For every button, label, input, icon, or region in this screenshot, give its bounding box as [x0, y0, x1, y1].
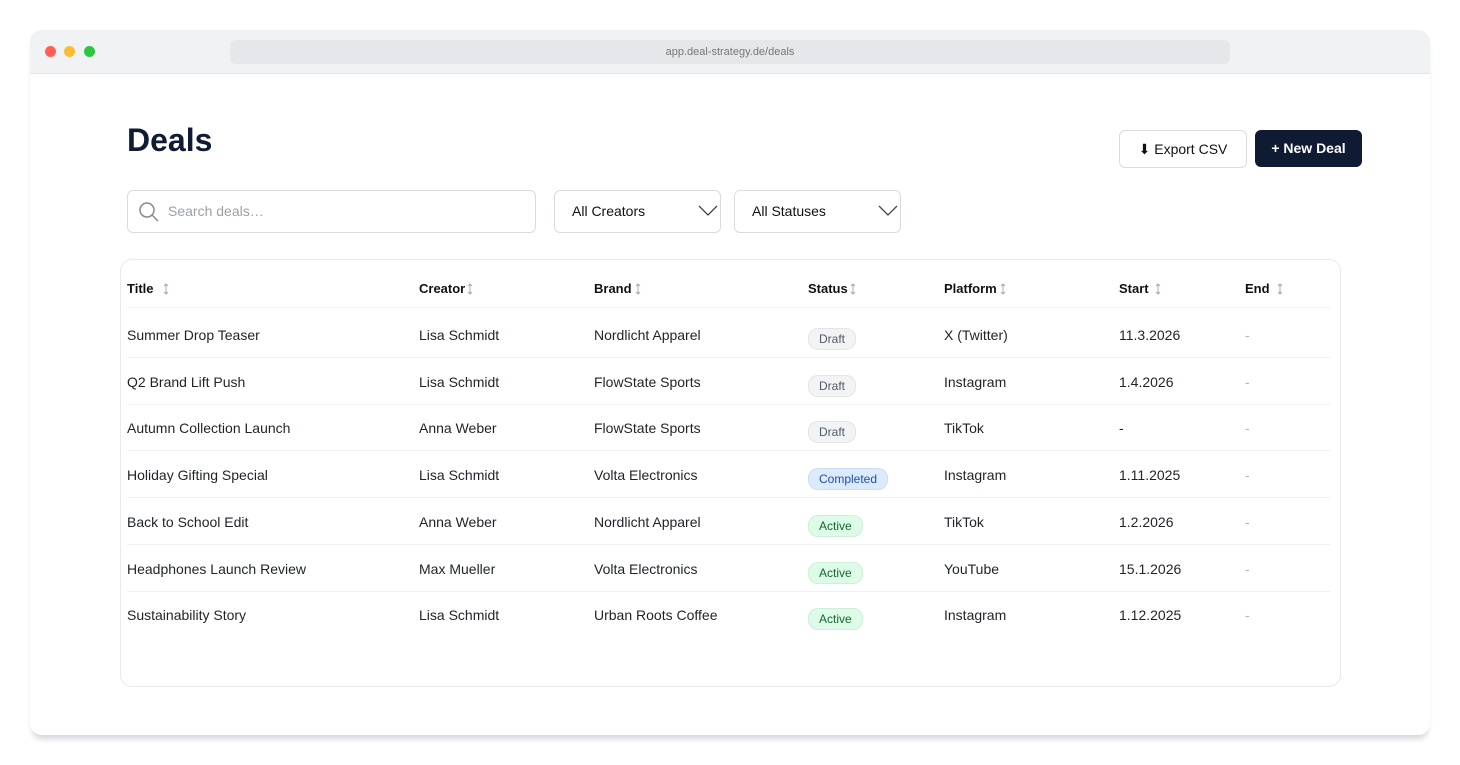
table-cell: FlowState Sports — [594, 373, 701, 390]
table-cell: Lisa Schmidt — [419, 607, 500, 624]
maximize-dot[interactable] — [84, 46, 95, 57]
sort-icon[interactable] — [467, 283, 473, 295]
sort-icon[interactable] — [163, 283, 169, 295]
table-cell: Headphones Launch Review — [127, 560, 307, 577]
table-cell: Sustainability Story — [127, 607, 247, 624]
row-divider — [127, 497, 1330, 499]
table-cell: Autumn Collection Launch — [127, 420, 291, 437]
table-cell: - — [1245, 420, 1250, 437]
table-cell: X (Twitter) — [944, 327, 1008, 343]
select-label: All Creators — [572, 203, 646, 219]
table-cell: Volta Electronics — [594, 467, 698, 484]
table-cell: - — [1245, 327, 1250, 343]
column-header[interactable]: Platform — [944, 281, 997, 296]
status-badge: Draft — [808, 328, 857, 350]
creator-select[interactable]: All Creators — [554, 190, 721, 233]
status-badge: Draft — [808, 374, 857, 397]
status-badge: Active — [808, 561, 863, 584]
table-cell: FlowState Sports — [594, 420, 701, 437]
table-cell: Summer Drop Teaser — [127, 327, 260, 343]
browser-bar: app.deal-strategy.de/deals — [30, 30, 1430, 74]
row-divider — [127, 307, 1330, 308]
browser-window: app.deal-strategy.de/deals Deals ⬇ Expor… — [30, 30, 1430, 735]
page-title: Deals — [127, 122, 213, 158]
table-cell: Nordlicht Apparel — [594, 513, 701, 530]
table-cell: Instagram — [944, 607, 1007, 624]
table-cell: Anna Weber — [419, 420, 497, 437]
row-divider — [127, 543, 1330, 545]
table-cell: - — [1245, 373, 1250, 390]
row-divider — [127, 403, 1330, 405]
search-icon — [139, 202, 159, 222]
chevron — [698, 205, 718, 216]
status-badge: Active — [808, 514, 863, 537]
row-divider — [127, 590, 1330, 592]
table-cell: - — [1245, 467, 1250, 484]
column-header[interactable]: Status — [808, 281, 848, 296]
table-cell: Lisa Schmidt — [419, 467, 500, 484]
status-select[interactable]: All Statuses — [734, 190, 901, 233]
table-cell: Back to School Edit — [127, 513, 249, 530]
table-cell: Holiday Gifting Special — [127, 467, 268, 484]
new-deal-button[interactable]: + New Deal — [1255, 130, 1362, 167]
table-cell: Q2 Brand Lift Push — [127, 373, 246, 390]
table-cell: - — [1245, 560, 1250, 577]
sort-icon[interactable] — [1000, 283, 1006, 295]
column-header[interactable]: Brand — [594, 281, 632, 296]
table-cell: Volta Electronics — [594, 560, 698, 577]
table-cell: 1.2.2026 — [1119, 513, 1174, 530]
table-cell: Anna Weber — [419, 513, 497, 530]
table-cell: Max Mueller — [419, 560, 496, 577]
column-header[interactable]: End — [1245, 281, 1270, 296]
table-cell: Urban Roots Coffee — [594, 607, 718, 624]
close-dot[interactable] — [45, 46, 56, 57]
status-badge: Active — [808, 608, 863, 631]
status-badge: Draft — [808, 421, 857, 444]
table-cell: TikTok — [944, 513, 984, 530]
column-header[interactable]: Start — [1119, 281, 1149, 296]
table-cell: Instagram — [944, 373, 1007, 390]
table-cell: 1.4.2026 — [1119, 373, 1174, 390]
chevron — [878, 205, 898, 216]
column-header[interactable]: Creator — [419, 281, 466, 296]
table-cell: 11.3.2026 — [1119, 327, 1181, 343]
table-cell: 1.12.2025 — [1119, 607, 1182, 624]
table-cell: Lisa Schmidt — [419, 327, 500, 343]
export-button[interactable]: ⬇ Export CSV — [1119, 130, 1247, 168]
table-cell: 15.1.2026 — [1119, 560, 1182, 577]
sort-icon[interactable] — [850, 283, 856, 295]
column-header[interactable]: Title — [127, 281, 154, 296]
table-card — [120, 259, 1341, 687]
status-badge: Completed — [808, 468, 889, 491]
table-cell: TikTok — [944, 420, 984, 437]
table-cell: - — [1245, 607, 1250, 624]
table-cell: YouTube — [944, 560, 1000, 577]
table-cell: - — [1245, 513, 1250, 530]
row-divider — [127, 357, 1330, 358]
url-bar[interactable]: app.deal-strategy.de/deals — [230, 40, 1230, 64]
sort-icon[interactable] — [635, 283, 641, 295]
table-cell: - — [1119, 420, 1124, 437]
table-cell: Instagram — [944, 467, 1007, 484]
sort-icon[interactable] — [1277, 283, 1283, 295]
row-divider — [127, 450, 1330, 452]
minimize-dot[interactable] — [64, 46, 75, 57]
search-input[interactable]: Search deals… — [127, 190, 536, 233]
select-label: All Statuses — [752, 203, 826, 219]
sort-icon[interactable] — [1155, 283, 1161, 295]
table-cell: 1.11.2025 — [1119, 467, 1181, 484]
table-cell: Lisa Schmidt — [419, 373, 500, 390]
search-placeholder: Search deals… — [168, 203, 264, 219]
table-cell: Nordlicht Apparel — [594, 327, 701, 343]
